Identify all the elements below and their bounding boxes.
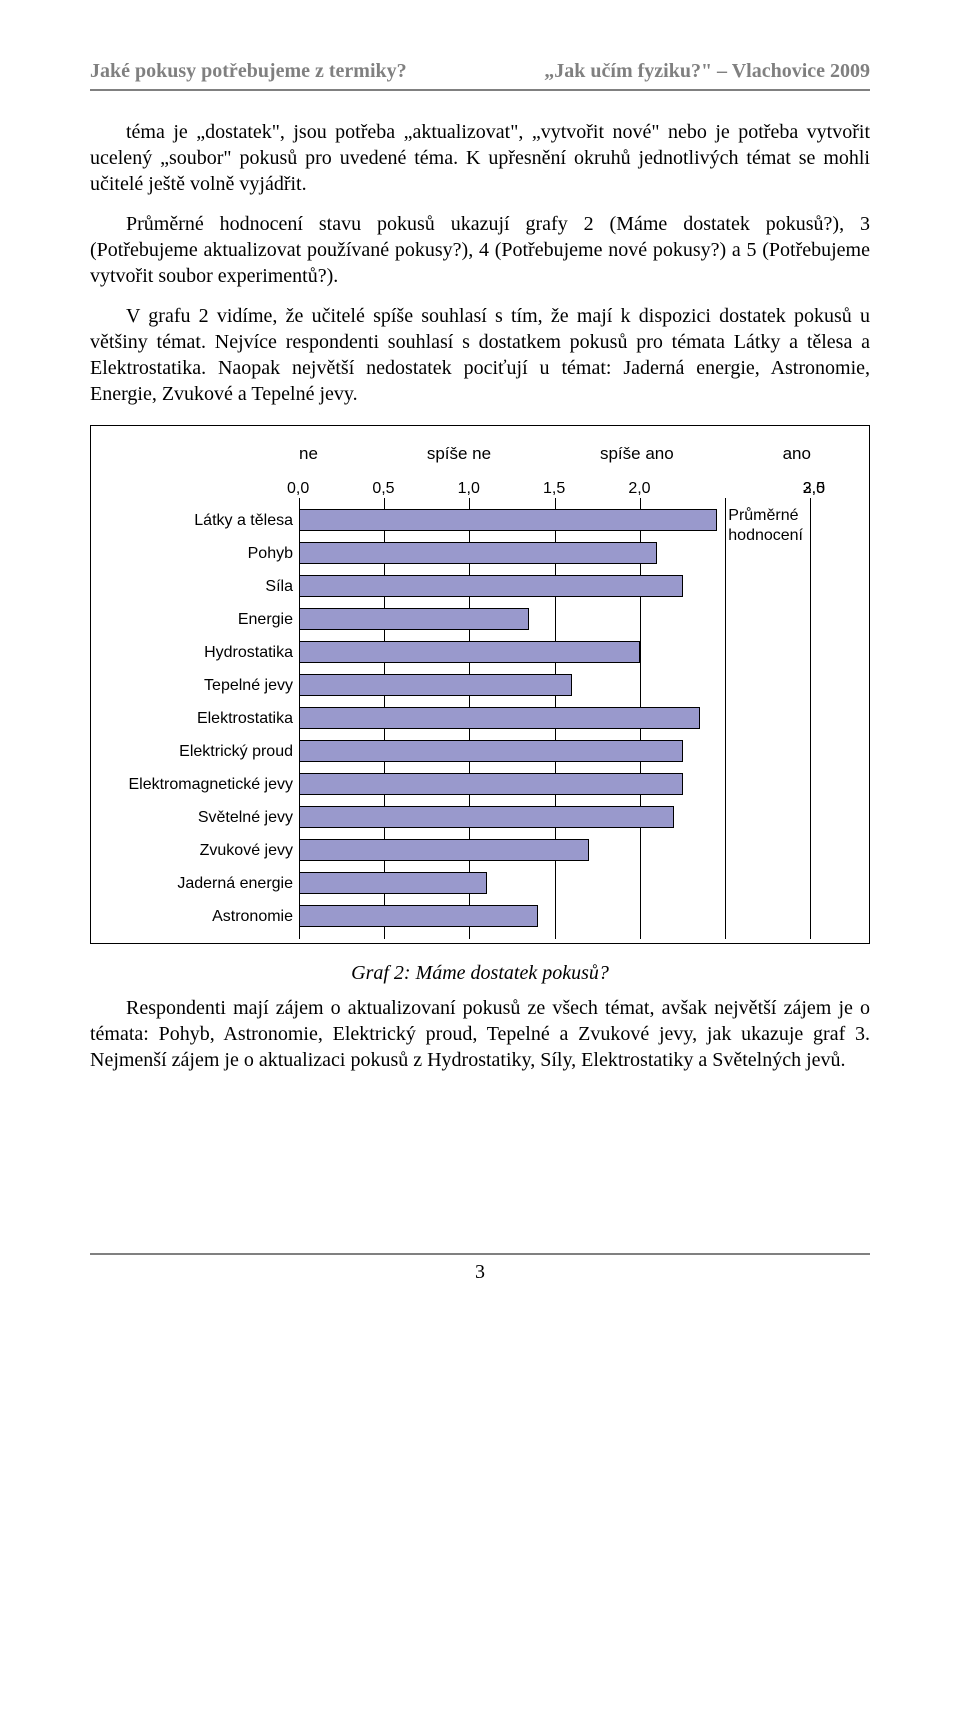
bar-label: Elektrický proud [109, 743, 299, 761]
axis-tick: 0,5 [372, 480, 394, 497]
bar-fill [299, 542, 657, 564]
bar-fill [299, 641, 640, 663]
header-right: „Jak učím fyziku?" – Vlachovice 2009 [544, 60, 870, 83]
axis-tick: 2,0 [628, 480, 650, 497]
bar-label: Hydrostatika [109, 644, 299, 662]
bar-fill [299, 905, 538, 927]
bar-fill [299, 608, 529, 630]
bar-label: Tepelné jevy [109, 677, 299, 695]
paragraph-3: V grafu 2 vidíme, že učitelé spíše souhl… [90, 303, 870, 407]
bar-label: Zvukové jevy [109, 842, 299, 860]
scale-label: spíše ne [427, 444, 491, 464]
chart-scale-header: ne spíše ne spíše ano ano [299, 444, 851, 464]
chart-legend: Průměrné hodnocení [728, 506, 803, 546]
page-footer: 3 [90, 1253, 870, 1284]
axis-tick: 3,0 [803, 480, 825, 498]
bar-label: Světelné jevy [109, 809, 299, 827]
bar-fill [299, 740, 683, 762]
chart-axis-ticks: 0,0 0,5 1,0 1,5 2,0 2,5 3,0 [299, 480, 851, 498]
scale-label: ne [299, 444, 318, 464]
bar-label: Astronomie [109, 908, 299, 926]
bar-fill [299, 674, 572, 696]
header-left: Jaké pokusy potřebujeme z termiky? [90, 60, 407, 83]
paragraph-2: Průměrné hodnocení stavu pokusů ukazují … [90, 211, 870, 289]
bar-fill [299, 707, 700, 729]
axis-tick: 0,0 [287, 480, 309, 497]
bar-track [299, 900, 811, 933]
bar-fill [299, 575, 683, 597]
bar-fill [299, 806, 674, 828]
bar-label: Energie [109, 611, 299, 629]
bar-label: Elektromagnetické jevy [109, 776, 299, 794]
chart-caption: Graf 2: Máme dostatek pokusů? [90, 962, 870, 985]
bar-fill [299, 839, 589, 861]
bar-label: Pohyb [109, 545, 299, 563]
legend-label: Průměrné hodnocení [728, 507, 803, 544]
paragraph-4: Respondenti mají zájem o aktualizovaní p… [90, 995, 870, 1073]
bar-fill [299, 509, 717, 531]
page-number: 3 [475, 1261, 485, 1283]
scale-label: spíše ano [600, 444, 674, 464]
scale-label: ano [783, 444, 811, 464]
bar-label: Jaderná energie [109, 875, 299, 893]
bar-label: Elektrostatika [109, 710, 299, 728]
page-header: Jaké pokusy potřebujeme z termiky? „Jak … [90, 60, 870, 91]
chart-container: ne spíše ne spíše ano ano 0,0 0,5 1,0 1,… [90, 425, 870, 944]
axis-tick: 1,0 [458, 480, 480, 497]
axis-tick: 1,5 [543, 480, 565, 497]
bar-row: Astronomie [109, 900, 851, 933]
bar-fill [299, 872, 487, 894]
chart-bars-area: Látky a tělesa Pohyb Síla Energie Hydrostati… [109, 504, 851, 933]
bar-fill [299, 773, 683, 795]
bar-label: Síla [109, 578, 299, 596]
bar-label: Látky a tělesa [109, 512, 299, 530]
paragraph-1: téma je „dostatek", jsou potřeba „aktual… [90, 119, 870, 197]
